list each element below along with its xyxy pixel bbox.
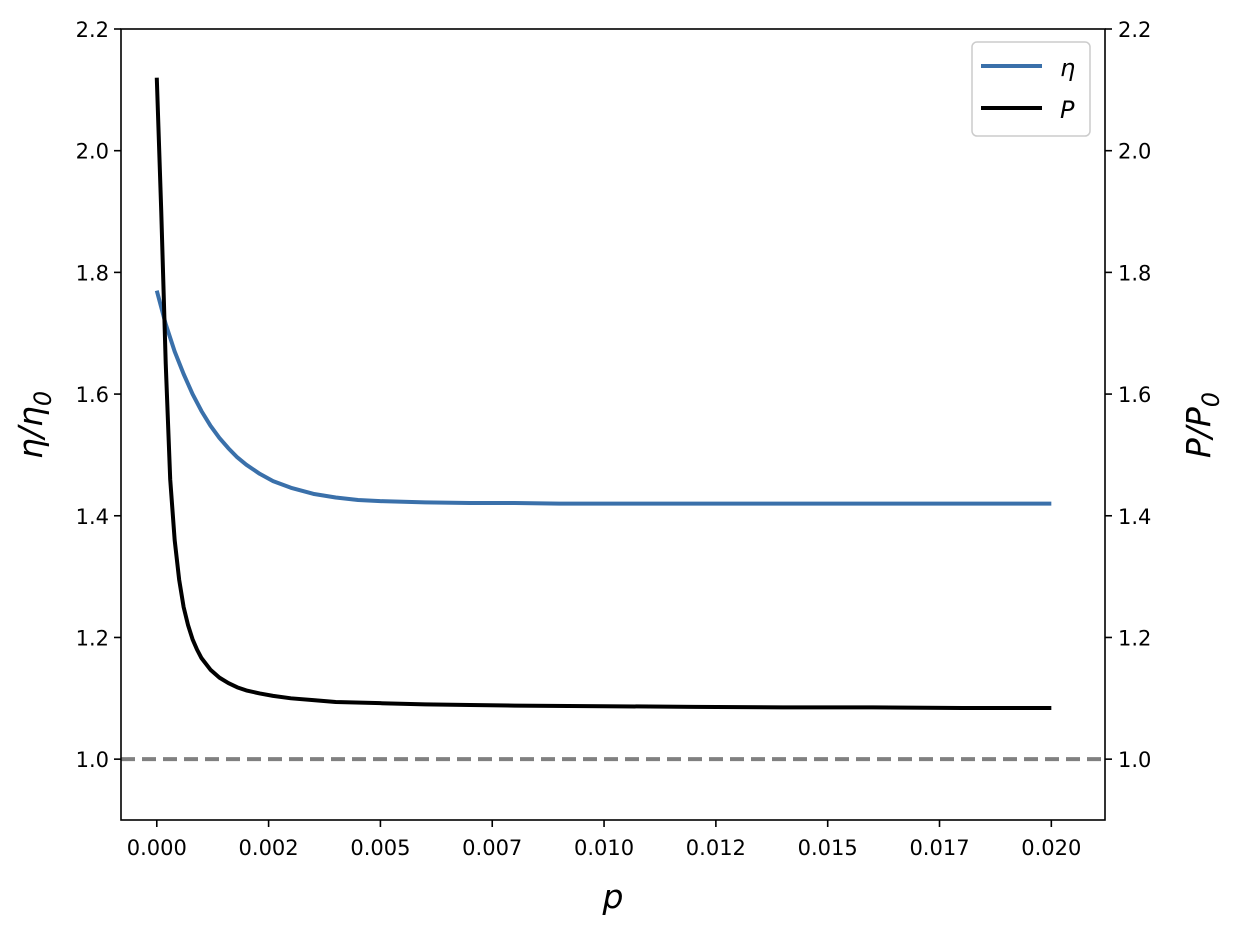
series-line-eta — [154, 290, 1052, 506]
x-tick-label: 0.000 — [127, 836, 187, 860]
x-tick-label: 0.007 — [462, 836, 522, 860]
legend-label-p: P — [1060, 96, 1075, 124]
legend-label-eta: η — [1060, 54, 1075, 82]
x-axis-label: p — [602, 877, 624, 916]
y-tick-label-right: 1.4 — [1118, 505, 1151, 529]
y-tick-label-left: 1.6 — [76, 383, 109, 407]
y-tick-label-left: 2.0 — [76, 140, 109, 164]
x-tick-label: 0.017 — [909, 836, 969, 860]
x-tick-label: 0.002 — [239, 836, 299, 860]
y-tick-label-left: 1.4 — [76, 505, 109, 529]
x-tick-label: 0.015 — [798, 836, 858, 860]
y-tick-label-right: 2.0 — [1118, 140, 1151, 164]
x-tick-label: 0.010 — [574, 836, 634, 860]
y-axis-label-right: P/P0 — [1179, 392, 1225, 458]
y-tick-label-left: 1.0 — [76, 748, 109, 772]
y-tick-label-right: 1.8 — [1118, 261, 1151, 285]
y-tick-label-left: 1.8 — [76, 261, 109, 285]
plot-frame — [120, 28, 1106, 821]
y-tick-label-right: 1.6 — [1118, 383, 1151, 407]
x-tick-label: 0.020 — [1021, 836, 1081, 860]
y-tick-label-left: 1.2 — [76, 626, 109, 650]
series-line-p — [154, 77, 1052, 711]
y-tick-label-right: 1.0 — [1118, 748, 1151, 772]
y-tick-label-right: 2.2 — [1118, 18, 1151, 42]
y-axis-label-left: η/η0 — [11, 391, 57, 459]
y-tick-label-right: 1.2 — [1118, 626, 1151, 650]
legend: η P — [971, 41, 1091, 137]
x-tick-label: 0.005 — [350, 836, 410, 860]
y-tick-label-left: 2.2 — [76, 18, 109, 42]
x-tick-label: 0.012 — [686, 836, 746, 860]
